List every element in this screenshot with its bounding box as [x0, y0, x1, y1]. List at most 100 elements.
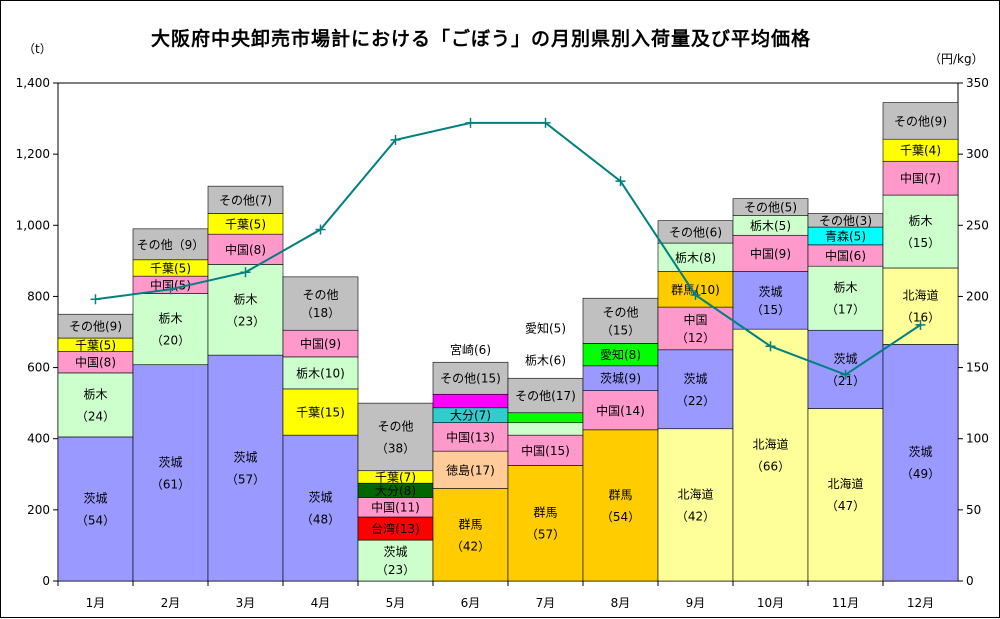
bar-segment-label: 群馬: [533, 506, 557, 520]
left-axis-tick-label: 800: [27, 289, 50, 303]
x-axis-month-label: 3月: [236, 596, 256, 610]
bar-segment-label: （66）: [751, 460, 790, 474]
bar-segment: [507, 412, 584, 424]
bar-segment-label: 群馬(10): [671, 283, 720, 297]
bar-segment-label: 茨城: [83, 491, 107, 505]
bar-segment-label: 中国(9): [300, 336, 341, 351]
bar-segment-label: （21）: [826, 374, 865, 388]
bar-segment-label: 中国(14): [596, 403, 645, 418]
bar-segment: [807, 408, 884, 582]
bar-segment: [432, 422, 509, 452]
bar-segment-label: 北海道: [827, 476, 863, 491]
bar-segment-label: （54）: [601, 510, 640, 524]
bar-segment: [882, 344, 959, 582]
bar-segment-label: 栃木: [158, 312, 182, 326]
bar-segment: [357, 539, 434, 582]
bar-segment: [207, 354, 284, 582]
left-axis-tick-label: 400: [27, 432, 50, 446]
bar-segment: [732, 328, 809, 582]
bar-segment: [57, 372, 134, 438]
bar-segment: [432, 488, 509, 582]
bar-segment-label: 栃木: [908, 214, 932, 228]
bar-segment-label: 北海道: [902, 288, 938, 303]
bar-segment-label: 栃木(5): [750, 219, 791, 233]
bar-segment: [132, 364, 209, 582]
bar-segment: [132, 293, 209, 366]
bar-segment-label: その他(3): [819, 214, 872, 228]
bar-segment-label: その他(6): [669, 225, 722, 239]
bar-segment-label: 千葉(15): [296, 406, 345, 420]
bar-segment-label: （16）: [901, 311, 940, 325]
bar-segment-label: 栃木(10): [296, 366, 345, 380]
bar-segment-label: 茨城: [158, 455, 182, 469]
bar-segment: [657, 271, 734, 308]
bar-segment-label: 栃木: [233, 292, 257, 306]
bar-segment: [882, 194, 959, 269]
right-axis-unit: （円/kg）: [929, 52, 984, 66]
left-axis-tick-label: 1,400: [16, 76, 50, 90]
x-axis-month-label: 7月: [536, 596, 556, 610]
bar-segment-label: 中国(15): [521, 443, 570, 458]
right-axis-tick-label: 50: [966, 503, 981, 517]
left-axis-unit: （t）: [23, 42, 52, 56]
bar-segment-label: 千葉(5): [75, 338, 116, 352]
right-axis-tick-label: 250: [966, 218, 989, 232]
bar-segment-label: 中国(7): [900, 171, 941, 186]
bar-annotation: 宮崎(6): [450, 342, 491, 357]
left-axis-tick-label: 200: [27, 503, 50, 517]
bar-segment-label: 千葉(4): [900, 144, 941, 158]
price-line: [95, 121, 922, 376]
bar-segment-label: （23）: [376, 563, 415, 577]
bar-segment-label: （42）: [676, 509, 715, 523]
bar-segment: [807, 329, 884, 409]
left-axis-tick-label: 0: [42, 574, 50, 588]
bar-segment: [657, 306, 734, 351]
bar-segment-label: その他: [377, 419, 413, 433]
bar-segment-label: 中国(9): [750, 246, 791, 261]
bar-segment-label: （61）: [151, 477, 190, 491]
x-axis-month-label: 4月: [311, 596, 331, 610]
x-axis-month-label: 8月: [611, 596, 631, 610]
bar-segment: [732, 198, 809, 216]
bar-segment-label: 茨城: [233, 451, 257, 465]
bar-segment-label: 群馬: [458, 517, 482, 531]
bar-segment-label: その他(5): [744, 201, 797, 215]
bar-segment-label: （24）: [76, 409, 115, 423]
bar-segment-label: 群馬: [608, 488, 632, 502]
bar-segment-label: 栃木: [83, 387, 107, 401]
bar-segment-label: （12）: [676, 331, 715, 345]
bar-segment: [582, 297, 659, 344]
bar-segment-label: （42）: [451, 539, 490, 553]
right-axis-tick-label: 150: [966, 361, 989, 375]
bar-segment-label: （15）: [601, 323, 640, 337]
bar-segment: [207, 233, 284, 265]
bar-segment-label: 茨城: [683, 372, 707, 386]
bar-segment: [582, 429, 659, 582]
bar-segment-label: 中国(8): [225, 242, 266, 257]
bar-segment-label: 茨城: [383, 545, 407, 559]
bar-segment-label: 茨城: [308, 491, 332, 505]
x-axis-month-label: 12月: [907, 596, 934, 610]
bar-segment-label: （22）: [676, 394, 715, 408]
bar-segment-label: その他(9): [894, 114, 947, 128]
right-axis-tick-label: 100: [966, 432, 989, 446]
bar-segment: [432, 393, 509, 409]
left-axis-tick-label: 1,200: [16, 147, 50, 161]
bar-segment: [882, 160, 959, 196]
bar-segment-label: その他: [302, 288, 338, 302]
x-axis-month-label: 11月: [832, 596, 859, 610]
bar-segment: [882, 102, 959, 140]
x-axis-month-label: 6月: [461, 596, 481, 610]
x-axis-month-label: 2月: [161, 596, 181, 610]
bar-segment: [657, 428, 734, 582]
bar-segment: [207, 264, 284, 356]
bar-segment-label: 中国: [683, 312, 707, 327]
bar-segment-label: （38）: [376, 441, 415, 455]
x-axis-month-label: 10月: [757, 596, 784, 610]
bar-segment-label: 青森(5): [825, 228, 866, 243]
bar-segment-label: （18）: [301, 306, 340, 320]
bar-segment-label: 台湾(13): [371, 521, 420, 536]
bar-segment: [732, 271, 809, 330]
right-axis-tick-label: 200: [966, 289, 989, 303]
